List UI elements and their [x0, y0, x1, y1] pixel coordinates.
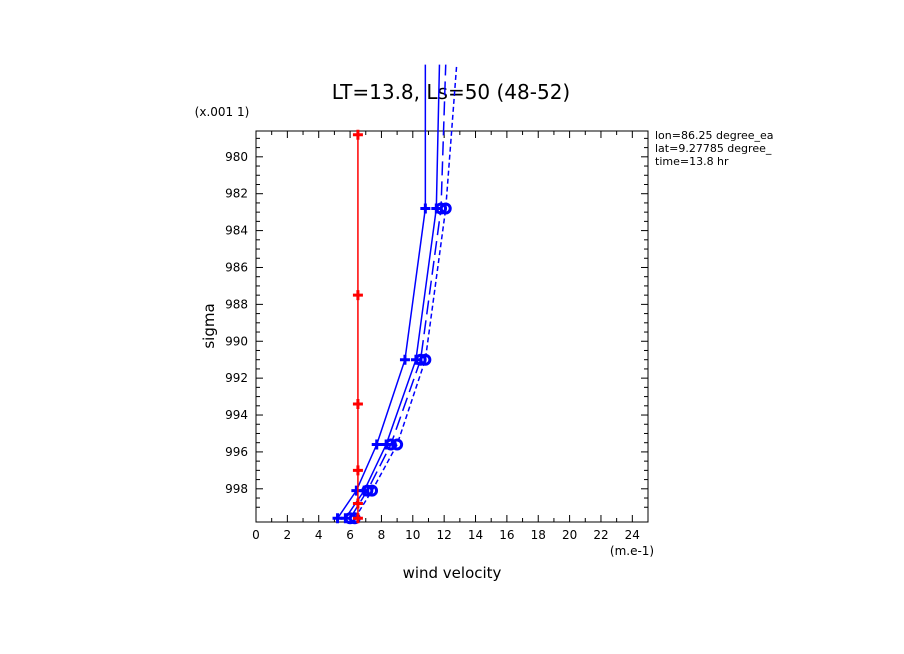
series-line-1 — [344, 64, 441, 519]
series-point-3 — [419, 353, 432, 366]
x-tick-label: 6 — [346, 528, 354, 542]
info-time: time=13.8 hr — [655, 155, 729, 168]
series-point-2 — [384, 438, 397, 451]
series-point-2 — [414, 353, 427, 366]
y-tick-label: 992 — [225, 371, 248, 385]
x-tick-label: 10 — [405, 528, 420, 542]
y-tick-label: 986 — [225, 260, 248, 274]
series-point-4 — [352, 290, 363, 301]
chart-title: LT=13.8, Ls=50 (48-52) — [332, 80, 570, 104]
series-point-0 — [371, 439, 382, 450]
x-tick-label: 16 — [499, 528, 514, 542]
x-tick-label: 14 — [468, 528, 483, 542]
series-point-3 — [366, 484, 379, 497]
y-tick-label: 984 — [225, 224, 248, 238]
info-lon: lon=86.25 degree_ea — [655, 129, 774, 142]
y-tick-label: 988 — [225, 297, 248, 311]
series-point-4 — [352, 465, 363, 476]
y-tick-label: 982 — [225, 187, 248, 201]
x-tick-label: 18 — [531, 528, 546, 542]
series-line-3 — [354, 64, 458, 519]
y-tick-label: 994 — [225, 408, 248, 422]
x-tick-label: 22 — [593, 528, 608, 542]
series-point-0 — [420, 203, 431, 214]
x-tick-label: 24 — [625, 528, 640, 542]
x-tick-label: 2 — [284, 528, 292, 542]
x-tick-label: 20 — [562, 528, 577, 542]
series-point-2 — [435, 202, 448, 215]
y-tick-label: 980 — [225, 150, 248, 164]
y-tick-label: 990 — [225, 334, 248, 348]
y-axis-label: sigma — [200, 303, 218, 348]
series-point-3 — [439, 202, 452, 215]
x-tick-label: 0 — [252, 528, 260, 542]
series-point-4 — [352, 498, 363, 509]
series-line-0 — [336, 64, 427, 519]
series-point-4 — [352, 513, 363, 524]
x-tick-label: 12 — [437, 528, 452, 542]
y-tick-label: 996 — [225, 445, 248, 459]
series-point-4 — [352, 129, 363, 140]
series-point-3 — [391, 438, 404, 451]
x-tick-label: 8 — [378, 528, 386, 542]
y-tick-label: 998 — [225, 482, 248, 496]
y-units-label: (x.001 1) — [195, 105, 250, 119]
plot-area: 0 2 4 6 8 10 12 14 16 18 20 22 249809829849869889909… — [225, 64, 649, 542]
axes-frame — [255, 130, 649, 523]
x-tick-label: 4 — [315, 528, 323, 542]
x-axis-label: wind velocity — [403, 564, 502, 582]
series-point-0 — [399, 354, 410, 365]
info-lat: lat=9.27785 degree_ — [655, 142, 772, 155]
series-point-4 — [352, 398, 363, 409]
x-units-label: (m.e-1) — [610, 544, 654, 558]
